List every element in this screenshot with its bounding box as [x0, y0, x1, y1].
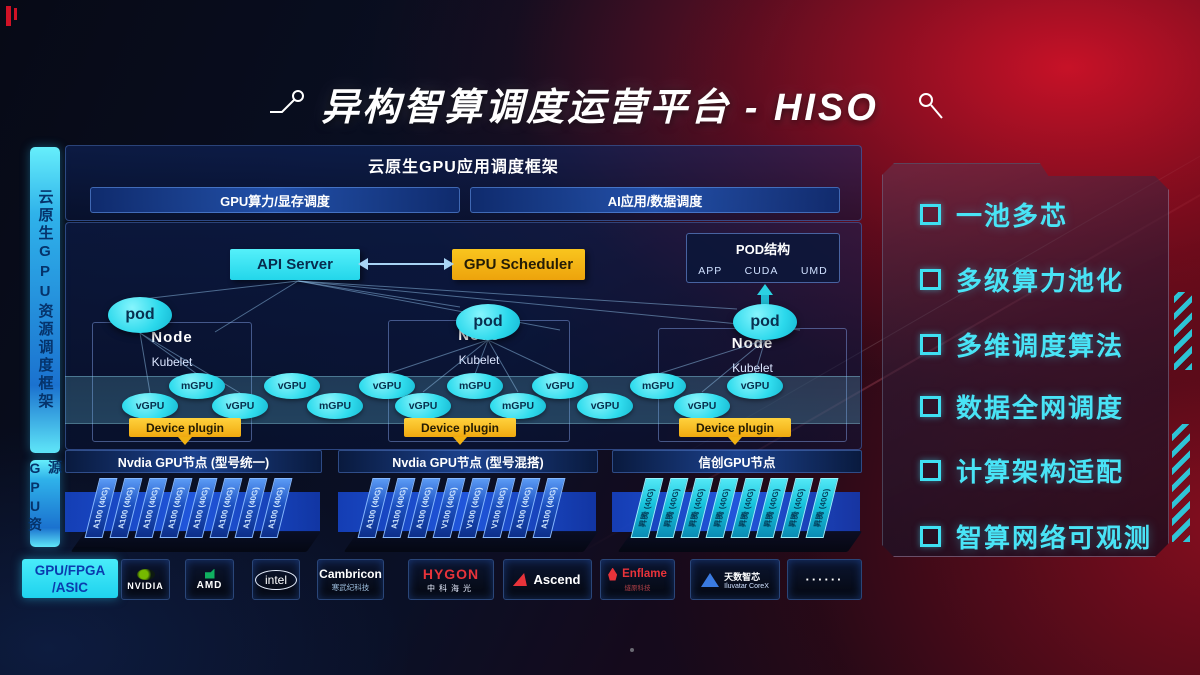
vendor-tab-line1: GPU/FPGA [34, 562, 106, 578]
amd-wordmark: AMD [196, 579, 223, 591]
kubelet-label: Kubelet [458, 353, 500, 367]
gpu-slice: vGPU [212, 393, 268, 419]
gpu-slice: vGPU [674, 393, 730, 419]
feature-label: 计算架构适配 [956, 457, 1125, 487]
feature-label: 多级算力池化 [956, 266, 1125, 296]
bar-ai-app-data-scheduling: AI应用/数据调度 [470, 187, 840, 213]
vendor-tab-line2: /ASIC [51, 579, 88, 595]
app-frame-title: 云原生GPU应用调度框架 [368, 159, 559, 176]
footer-dot [630, 648, 634, 652]
gpu-slice: vGPU [577, 393, 633, 419]
feature-item: 计算架构适配 [920, 452, 1124, 489]
vendor-cambricon: Cambricon 寒武纪科技 [317, 559, 384, 600]
gpu-slice: mGPU [490, 393, 546, 419]
iluvatar-logo-icon [701, 572, 720, 587]
vendor-tab-gpu-fpga-asic: GPU/FPGA /ASIC [22, 559, 118, 598]
cambricon-wordmark: Cambricon [319, 566, 382, 581]
cambricon-cn-name: 寒武纪科技 [331, 582, 370, 592]
feature-label: 智算网络可观测 [956, 523, 1153, 553]
intel-wordmark: intel [254, 569, 297, 590]
hazard-stripes [1174, 292, 1192, 370]
ascend-logo-icon [512, 573, 531, 586]
corner-accent [14, 8, 17, 20]
gpu-slice: mGPU [630, 373, 686, 399]
iluvatar-cn-name: 天数智芯 [724, 571, 761, 582]
hygon-wordmark: HYGON [422, 565, 480, 582]
feature-label: 一池多芯 [956, 201, 1069, 231]
bar-gpu-compute-scheduling: GPU算力/显存调度 [90, 187, 460, 213]
gpu-scheduler-box: GPU Scheduler [452, 249, 585, 280]
vendor-more: ······ [787, 559, 862, 600]
pod-layer-app: APP [698, 265, 723, 277]
vendor-intel: intel [252, 559, 300, 600]
square-bullet-icon [920, 460, 941, 481]
title-decor-right-icon [919, 93, 943, 119]
rail-gpu-resources: GPU资源 [27, 460, 63, 547]
vendor-iluvatar: 天数智芯 Iluvatar CoreX [690, 559, 780, 600]
ascend-wordmark: Ascend [533, 572, 581, 587]
gpu-slice: vGPU [532, 373, 588, 399]
enflame-cn-name: 燧原科技 [624, 584, 651, 592]
feature-item: 智算网络可观测 [920, 518, 1152, 555]
square-bullet-icon [920, 396, 941, 417]
vendor-hygon: HYGON 中科海光 [408, 559, 494, 600]
title-decor-left-icon [270, 90, 304, 113]
rack-header-nvidia-uniform: Nvdia GPU节点 (型号统一) [65, 450, 322, 473]
hygon-cn-name: 中科海光 [427, 583, 475, 593]
pod-ellipse-2: pod [456, 304, 520, 340]
vendor-nvidia: NVIDIA [121, 559, 170, 600]
square-bullet-icon [920, 269, 941, 290]
pod-structure-box: POD结构 APP CUDA UMD [686, 233, 840, 283]
vendor-enflame: Enflame 燧原科技 [600, 559, 675, 600]
feature-item: 多级算力池化 [920, 261, 1124, 298]
square-bullet-icon [920, 204, 941, 225]
feature-item: 一池多芯 [920, 196, 1068, 233]
feature-item: 多维调度算法 [920, 326, 1124, 363]
kubelet-label: Kubelet [151, 355, 193, 369]
gpu-slice: vGPU [122, 393, 178, 419]
pod-ellipse-1: pod [108, 297, 172, 333]
gpu-slice: mGPU [447, 373, 503, 399]
gpu-slice: mGPU [307, 393, 363, 419]
hazard-stripes [1172, 424, 1190, 542]
feature-label: 多维调度算法 [956, 331, 1125, 361]
pod-layer-cuda: CUDA [744, 265, 779, 277]
node-label: Node [151, 329, 193, 346]
feature-label: 数据全网调度 [956, 393, 1125, 423]
corner-accent [6, 6, 11, 26]
rack-header-xinchuang: 信创GPU节点 [612, 450, 862, 473]
feature-panel [882, 163, 1169, 557]
enflame-logo-icon [608, 567, 618, 581]
enflame-wordmark: Enflame [622, 568, 667, 580]
vendor-amd: AMD [185, 559, 234, 600]
page-title: 异构智算调度运营平台 - HISO [321, 87, 879, 129]
nvidia-logo-icon [136, 568, 155, 580]
feature-item: 数据全网调度 [920, 388, 1124, 425]
amd-logo-icon [204, 568, 215, 579]
device-plugin-tag-2: Device plugin [404, 418, 516, 445]
vendor-ascend: Ascend [503, 559, 592, 600]
gpu-slice: vGPU [395, 393, 451, 419]
square-bullet-icon [920, 526, 941, 547]
rack-header-nvidia-mixed: Nvdia GPU节点 (型号混搭) [338, 450, 598, 473]
iluvatar-wordmark: Iluvatar CoreX [724, 582, 769, 590]
gpu-slice: vGPU [727, 373, 783, 399]
device-plugin-tag-3: Device plugin [679, 418, 791, 445]
pod-ellipse-3: pod [733, 304, 797, 340]
more-vendors-ellipsis: ······ [805, 572, 844, 587]
device-plugin-tag-1: Device plugin [129, 418, 241, 445]
rail-scheduling-framework: 云原生GPU资源调度框架 [30, 147, 60, 453]
gpu-slice: vGPU [264, 373, 320, 399]
pod-up-arrow-icon [757, 284, 773, 306]
pod-layer-umd: UMD [800, 265, 828, 277]
api-server-box: API Server [230, 249, 360, 280]
nvidia-wordmark: NVIDIA [127, 580, 164, 591]
app-scheduling-frame: 云原生GPU应用调度框架 GPU算力/显存调度 AI应用/数据调度 [65, 145, 862, 221]
square-bullet-icon [920, 334, 941, 355]
gpu-slice: mGPU [169, 373, 225, 399]
pod-structure-title: POD结构 [735, 242, 791, 257]
